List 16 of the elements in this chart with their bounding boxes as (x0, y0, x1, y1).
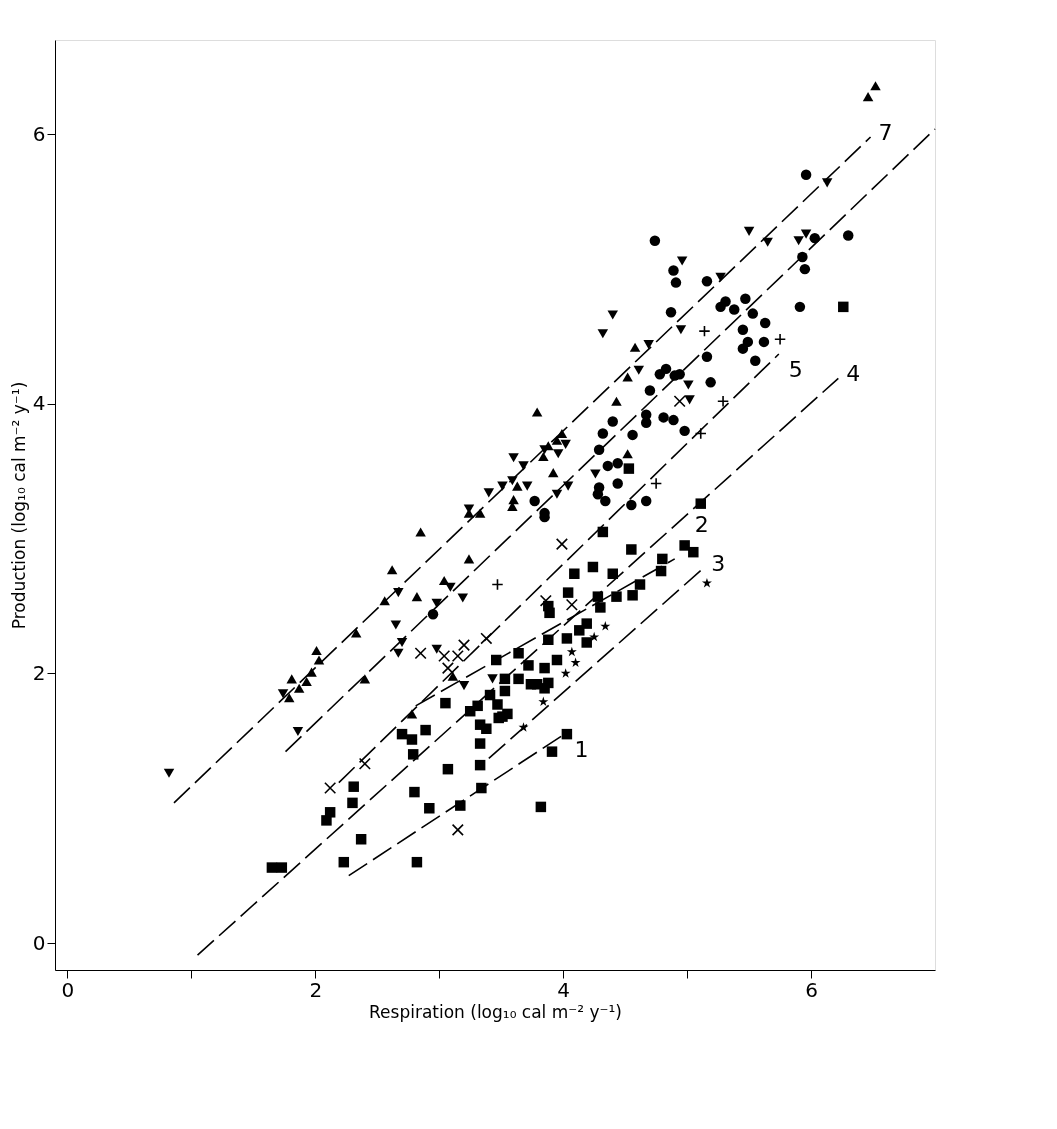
y-tick-label: 4 (32, 391, 46, 416)
y-tick-label: 0 (32, 930, 46, 955)
x-axis-title: Respiration (log₁₀ cal m⁻² y⁻¹) (369, 1001, 622, 1022)
x-tick-label: 4 (557, 977, 571, 1002)
x-tick-label: 2 (309, 977, 323, 1002)
y-tick-label: 6 (32, 121, 46, 146)
series-label: 3 (711, 551, 726, 577)
series-label: 4 (846, 361, 861, 387)
y-axis-title: Production (log₁₀ cal m⁻² y⁻¹) (8, 381, 29, 630)
y-tick-label: 2 (32, 660, 46, 685)
series-label: 5 (788, 357, 803, 383)
series-label: 7 (878, 120, 893, 146)
series-label: 1 (574, 737, 589, 763)
x-tick-label: 6 (805, 977, 818, 1002)
x-tick-label: 0 (61, 977, 75, 1002)
series-label: 2 (694, 511, 709, 537)
